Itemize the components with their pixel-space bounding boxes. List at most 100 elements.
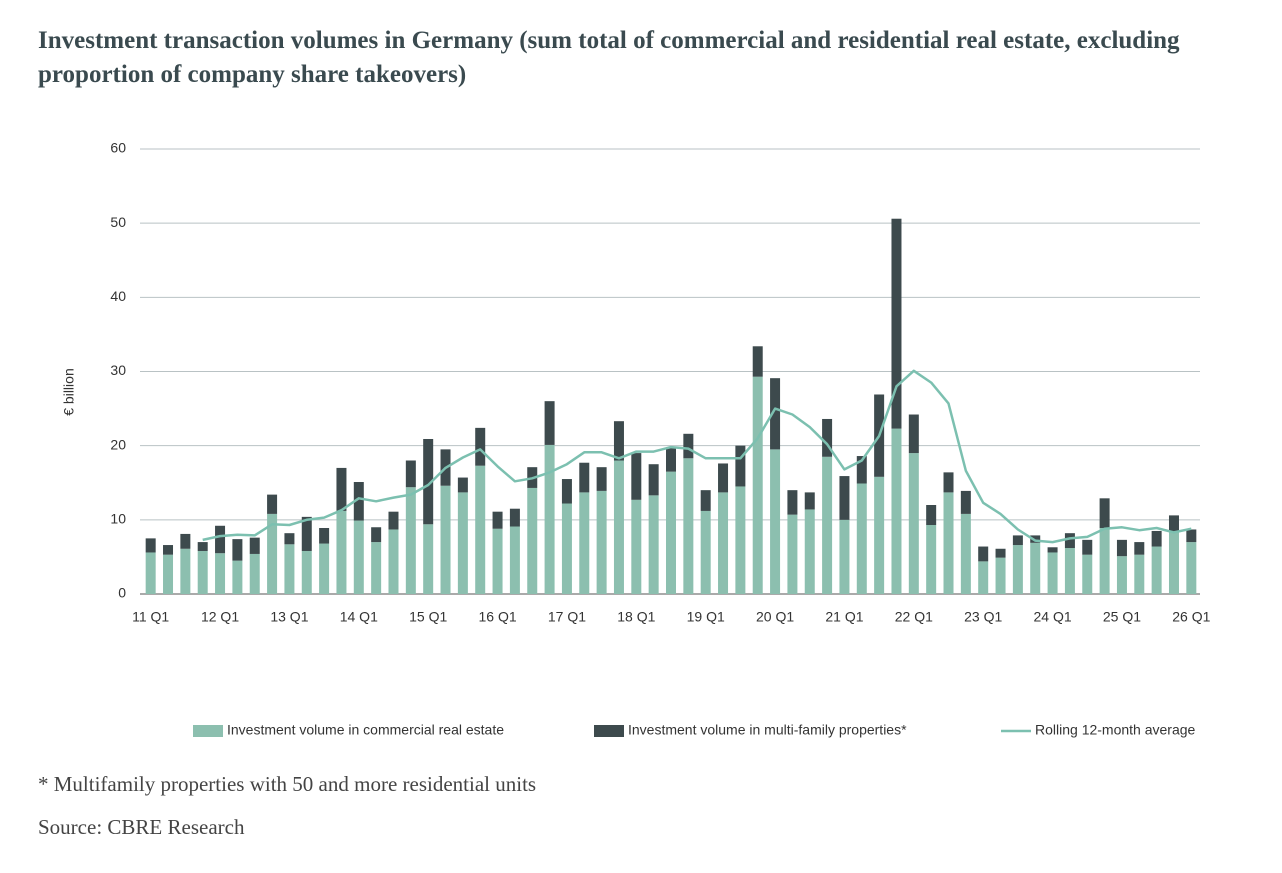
bar [891,428,902,594]
bar [978,561,989,594]
bar [163,554,174,594]
bar [700,510,711,594]
bar [666,471,676,594]
bar [353,520,364,594]
bar [822,418,833,457]
bar [475,465,486,594]
bar [1064,533,1075,549]
bar [718,492,729,594]
x-tick-label: 21 Q1 [825,609,863,625]
bar [440,485,451,594]
x-tick-label: 17 Q1 [548,609,586,625]
bar [926,525,937,594]
bar [631,453,642,500]
bar [856,456,867,484]
x-tick-label: 24 Q1 [1034,609,1072,625]
x-tick-label: 16 Q1 [478,609,516,625]
x-tick-label: 15 Q1 [409,609,447,625]
bar [960,513,971,594]
bar [423,438,434,525]
bar [319,543,330,594]
bar [1168,531,1179,594]
bar [856,483,867,594]
bar [839,519,850,594]
bar [197,550,208,594]
bar [232,560,243,594]
bar [1151,546,1162,594]
y-tick-label: 10 [110,511,126,527]
x-tick-label: 11 Q1 [132,609,169,625]
bar [908,453,919,594]
bar [735,486,746,594]
bar [145,538,156,553]
x-tick-label: 25 Q1 [1103,609,1141,625]
bar [804,509,815,594]
bar [388,511,399,530]
bar [648,464,659,496]
bar [180,548,191,594]
bar [1082,554,1093,594]
x-tick-label: 14 Q1 [340,609,378,625]
bar [1134,542,1145,555]
bar [1168,515,1179,532]
x-tick-label: 23 Q1 [964,609,1002,625]
bar [544,444,555,594]
x-tick-label: 19 Q1 [687,609,725,625]
bar [371,542,382,594]
bar [596,467,607,491]
y-tick-label: 60 [110,140,126,156]
bar [1082,539,1093,555]
bar [353,482,364,521]
bar [267,513,278,594]
bar [215,553,226,594]
bar [492,511,503,529]
bar [319,527,330,544]
bar [1012,535,1023,546]
legend-swatch [594,725,624,737]
bar [613,460,624,594]
bar [544,401,555,445]
bar [666,447,676,472]
bar [457,492,468,594]
bar [405,487,416,594]
bar [232,539,243,561]
bar [371,527,382,543]
bar [1012,545,1023,594]
bar [492,528,503,594]
bar [648,495,659,594]
bar [1099,498,1110,528]
x-tick-label: 20 Q1 [756,609,794,625]
bar [301,550,312,594]
source: Source: CBRE Research [38,815,245,839]
bar [596,490,607,594]
y-tick-label: 30 [110,362,126,378]
y-tick-label: 40 [110,288,126,304]
bar [405,460,416,488]
chart-title: Investment transaction volumes in German… [38,27,1180,88]
bar [960,490,971,514]
bar [388,529,399,594]
bar [1030,542,1041,594]
bar [943,492,954,594]
bar [284,544,295,594]
bar [1047,552,1058,594]
bar [180,533,191,549]
bar [423,524,434,594]
bar [891,218,902,429]
bar [336,467,347,511]
bar [1186,529,1197,543]
bar [631,499,642,594]
legend-label: Investment volume in commercial real est… [227,722,504,738]
bar [579,492,590,594]
bar [301,516,312,551]
bar [752,376,763,594]
bar [770,378,781,450]
bar [787,514,798,594]
legend-label: Investment volume in multi-family proper… [628,722,907,738]
bar [1030,535,1041,543]
bar [1099,527,1110,594]
bar [943,472,954,493]
line [202,369,1192,544]
